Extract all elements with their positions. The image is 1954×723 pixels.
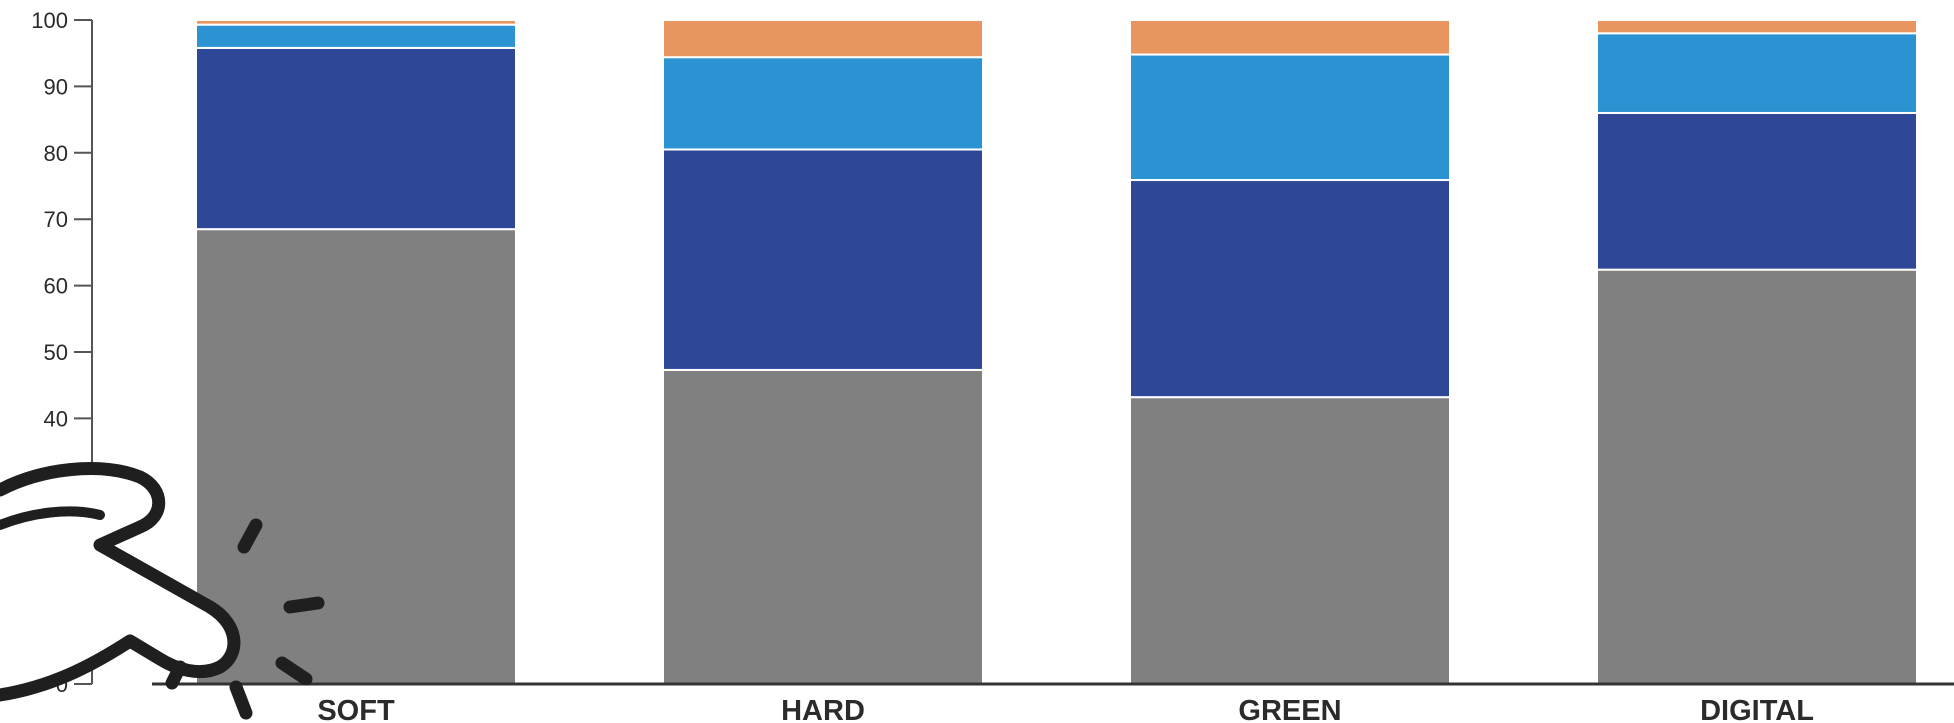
- bar-segment-green-2: [1129, 53, 1451, 182]
- bar-segment-hard-0: [662, 368, 984, 685]
- y-tick-label: 100: [31, 8, 68, 33]
- y-tick-label: 80: [44, 141, 68, 166]
- bar-segment-green-1: [1129, 179, 1451, 399]
- bar-segment-hard-1: [662, 148, 984, 371]
- bar-segment-digital-1: [1596, 111, 1918, 271]
- x-axis: SOFT HARD GREEN DIGITAL: [152, 682, 1954, 723]
- y-tick-label: 50: [44, 340, 68, 365]
- bar-segment-soft-3: [195, 19, 517, 26]
- x-category-label: DIGITAL: [1700, 695, 1814, 723]
- bar-segment-green-3: [1129, 19, 1451, 56]
- bar-segment-soft-1: [195, 46, 517, 231]
- bar-segment-digital-2: [1596, 32, 1918, 114]
- bar-segment-hard-2: [662, 56, 984, 151]
- bars: [195, 19, 1918, 685]
- x-category-label: GREEN: [1238, 695, 1341, 723]
- bar-segment-hard-3: [662, 19, 984, 59]
- y-tick-label: 90: [44, 74, 68, 99]
- y-tick-label: 60: [44, 274, 68, 299]
- bar-segment-digital-0: [1596, 268, 1918, 685]
- bar-segment-soft-0: [195, 228, 517, 685]
- x-category-label: SOFT: [317, 695, 395, 723]
- pointer-hand-click-icon: [0, 462, 325, 720]
- x-category-label: HARD: [781, 695, 865, 723]
- y-tick-label: 40: [44, 406, 68, 431]
- y-tick-label: 70: [44, 207, 68, 232]
- bar-segment-soft-2: [195, 23, 517, 49]
- bar-segment-green-0: [1129, 396, 1451, 685]
- bar-segment-digital-3: [1596, 19, 1918, 35]
